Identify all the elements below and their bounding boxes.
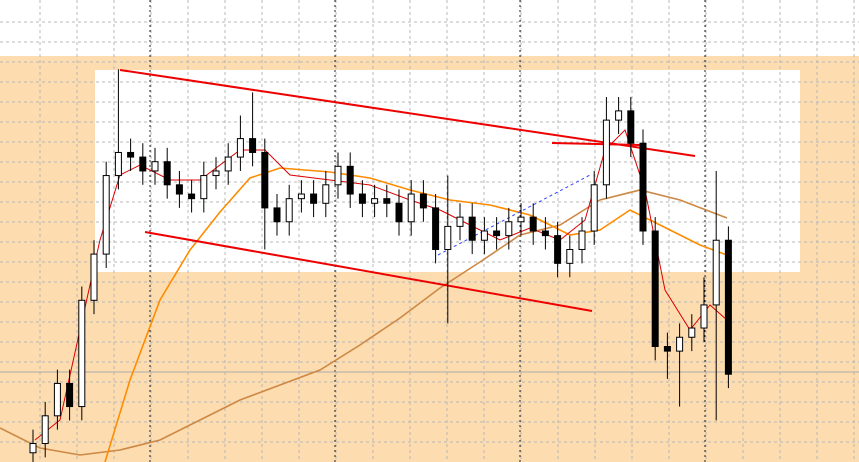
ma-slow bbox=[0, 189, 728, 456]
candle-body bbox=[676, 336, 684, 352]
level-mark bbox=[551, 142, 641, 146]
candle-body bbox=[285, 198, 293, 223]
candle-body bbox=[493, 230, 501, 237]
candle-body bbox=[114, 151, 122, 177]
candle-body bbox=[139, 156, 147, 172]
candle-body bbox=[517, 216, 525, 223]
candle-body bbox=[224, 156, 232, 172]
candle-body bbox=[456, 216, 464, 227]
candle-body bbox=[297, 193, 305, 200]
candle-body bbox=[639, 142, 647, 232]
candle-body bbox=[53, 382, 61, 417]
candle-body bbox=[90, 253, 98, 301]
candle-body bbox=[334, 165, 342, 186]
projection bbox=[437, 174, 591, 256]
candle-body bbox=[407, 193, 415, 223]
candle-body bbox=[163, 161, 171, 186]
candle-body bbox=[358, 193, 366, 204]
candle-body bbox=[688, 327, 696, 338]
candle-body bbox=[615, 110, 623, 121]
trend-lower bbox=[144, 231, 593, 312]
candle-body bbox=[724, 239, 732, 375]
candle-body bbox=[651, 230, 659, 347]
candle-body bbox=[554, 235, 562, 264]
candle-body bbox=[578, 230, 586, 250]
candle-body bbox=[700, 304, 708, 329]
candle-body bbox=[188, 193, 196, 200]
candle-body bbox=[383, 198, 391, 204]
candle-body bbox=[468, 216, 476, 241]
candle-body bbox=[66, 382, 74, 408]
candle-body bbox=[480, 230, 488, 241]
candle-body bbox=[663, 346, 671, 352]
candle-body bbox=[627, 110, 635, 144]
candle-body bbox=[322, 184, 330, 204]
candle-body bbox=[346, 165, 354, 195]
candle-body bbox=[41, 415, 49, 445]
candle-body bbox=[102, 175, 110, 255]
candle-body bbox=[590, 184, 598, 232]
candle-body bbox=[249, 138, 257, 153]
candle-body bbox=[541, 230, 549, 237]
candle-body bbox=[712, 239, 720, 306]
trend-upper bbox=[119, 69, 696, 157]
candle-body bbox=[236, 138, 244, 158]
candle-body bbox=[602, 119, 610, 186]
candles bbox=[29, 69, 732, 462]
candle-body bbox=[529, 216, 537, 232]
candle-body bbox=[151, 161, 159, 172]
candle-body bbox=[212, 170, 220, 177]
candle-body bbox=[273, 207, 281, 223]
candle-body bbox=[505, 221, 513, 237]
candle-body bbox=[419, 193, 427, 209]
candle-body bbox=[261, 151, 269, 209]
candle-body bbox=[310, 193, 318, 204]
candle-body bbox=[78, 299, 86, 408]
candle-body bbox=[432, 207, 440, 250]
candle-body bbox=[395, 202, 403, 223]
candle-body bbox=[29, 443, 37, 454]
candle-body bbox=[127, 151, 135, 158]
candle-body bbox=[371, 198, 379, 204]
candle-body bbox=[175, 184, 183, 195]
candle-body bbox=[566, 248, 574, 264]
candle-body bbox=[200, 175, 208, 200]
candle-body bbox=[444, 225, 452, 250]
ma-mid bbox=[104, 167, 728, 462]
